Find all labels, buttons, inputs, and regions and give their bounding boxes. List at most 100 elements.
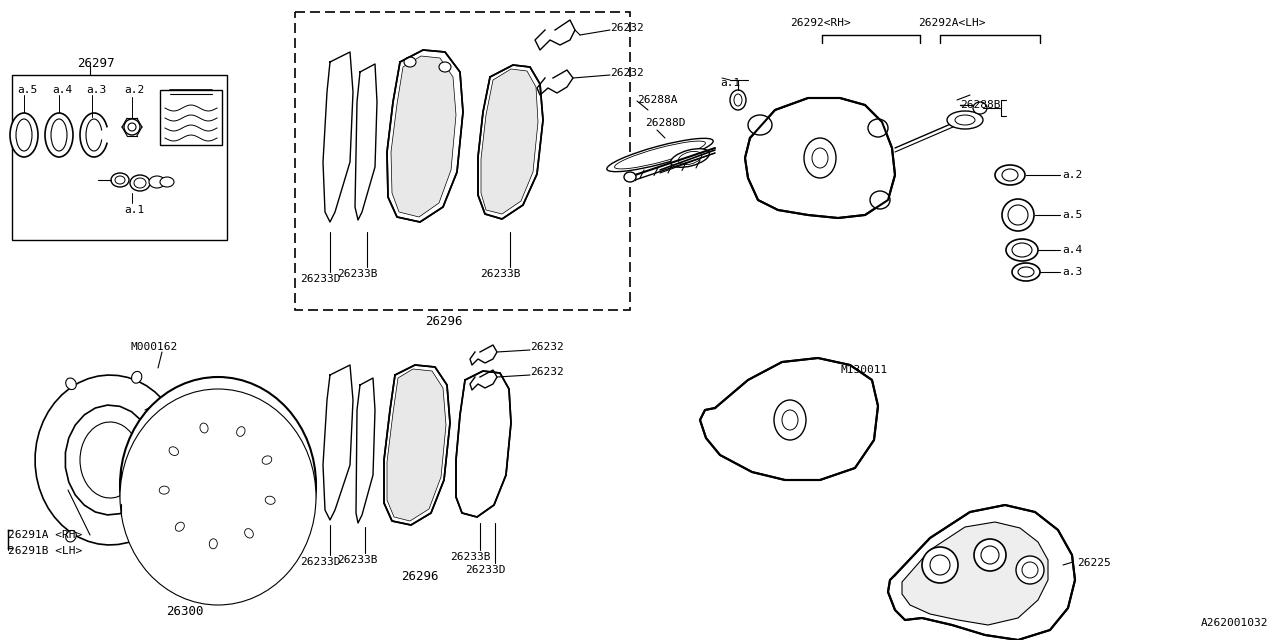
Polygon shape <box>888 505 1075 640</box>
Text: 26232: 26232 <box>530 342 563 352</box>
Ellipse shape <box>1002 169 1018 181</box>
Polygon shape <box>745 98 895 218</box>
Text: a.1: a.1 <box>124 205 145 215</box>
Ellipse shape <box>143 531 155 542</box>
Text: 26291B <LH>: 26291B <LH> <box>8 546 82 556</box>
Ellipse shape <box>748 115 772 135</box>
Ellipse shape <box>206 472 230 498</box>
Text: 26288B: 26288B <box>960 100 1001 110</box>
Ellipse shape <box>10 113 38 157</box>
Ellipse shape <box>861 392 868 398</box>
Polygon shape <box>477 65 543 219</box>
Ellipse shape <box>200 423 209 433</box>
Ellipse shape <box>678 152 701 164</box>
Text: 26292<RH>: 26292<RH> <box>790 18 851 28</box>
Polygon shape <box>384 365 451 525</box>
Polygon shape <box>456 371 511 517</box>
Ellipse shape <box>974 539 1006 571</box>
Text: 26233D: 26233D <box>465 565 506 575</box>
Text: M130011: M130011 <box>840 365 887 375</box>
Text: a.4: a.4 <box>52 85 72 95</box>
Ellipse shape <box>115 176 125 184</box>
Ellipse shape <box>65 378 77 390</box>
Text: 26288D: 26288D <box>645 118 686 128</box>
Ellipse shape <box>45 113 73 157</box>
Text: a.3: a.3 <box>86 85 106 95</box>
Ellipse shape <box>1012 243 1032 257</box>
Ellipse shape <box>858 388 872 402</box>
Ellipse shape <box>244 529 253 538</box>
Ellipse shape <box>160 177 174 187</box>
Ellipse shape <box>955 115 975 125</box>
Ellipse shape <box>1012 263 1039 281</box>
Ellipse shape <box>782 410 797 430</box>
Text: 26292A<LH>: 26292A<LH> <box>918 18 986 28</box>
Text: a.4: a.4 <box>1062 245 1083 255</box>
Ellipse shape <box>237 427 244 436</box>
Ellipse shape <box>931 555 950 575</box>
Text: 26296: 26296 <box>401 570 439 583</box>
Text: 26232: 26232 <box>611 68 644 78</box>
Text: a.1: a.1 <box>721 78 740 88</box>
Ellipse shape <box>995 165 1025 185</box>
Ellipse shape <box>265 496 275 504</box>
Ellipse shape <box>733 94 742 106</box>
Polygon shape <box>481 69 538 214</box>
Ellipse shape <box>614 141 705 169</box>
Ellipse shape <box>120 389 316 605</box>
Ellipse shape <box>65 531 77 542</box>
Ellipse shape <box>146 405 291 565</box>
Ellipse shape <box>947 111 983 129</box>
Ellipse shape <box>922 547 957 583</box>
Ellipse shape <box>134 178 146 188</box>
Bar <box>160 90 221 145</box>
Ellipse shape <box>17 119 32 151</box>
Ellipse shape <box>812 148 828 168</box>
Ellipse shape <box>168 444 180 458</box>
Ellipse shape <box>229 534 241 548</box>
Ellipse shape <box>404 57 416 67</box>
Bar <box>294 12 630 310</box>
Text: 26233B: 26233B <box>480 269 521 279</box>
Text: 26297: 26297 <box>77 57 114 70</box>
Ellipse shape <box>607 138 713 172</box>
Ellipse shape <box>111 173 129 187</box>
Ellipse shape <box>870 191 890 209</box>
Text: 26232: 26232 <box>530 367 563 377</box>
Ellipse shape <box>980 546 998 564</box>
Text: 26233B: 26233B <box>337 555 378 565</box>
Ellipse shape <box>161 396 169 404</box>
Text: a.2: a.2 <box>1062 170 1083 180</box>
Text: a.5: a.5 <box>17 85 37 95</box>
Ellipse shape <box>439 62 451 72</box>
Ellipse shape <box>168 513 180 527</box>
Ellipse shape <box>1006 239 1038 261</box>
Ellipse shape <box>132 371 142 383</box>
Text: 26296: 26296 <box>425 315 462 328</box>
Text: 26232: 26232 <box>611 23 644 33</box>
Ellipse shape <box>671 148 709 167</box>
Ellipse shape <box>1009 205 1028 225</box>
Polygon shape <box>35 375 175 545</box>
Ellipse shape <box>128 123 136 131</box>
Ellipse shape <box>175 522 184 531</box>
Ellipse shape <box>148 176 165 188</box>
Text: a.5: a.5 <box>1062 210 1083 220</box>
Text: 26233B: 26233B <box>337 269 378 279</box>
Ellipse shape <box>1018 267 1034 277</box>
Ellipse shape <box>131 175 150 191</box>
Ellipse shape <box>1021 562 1038 578</box>
Ellipse shape <box>210 539 218 548</box>
Polygon shape <box>387 50 463 222</box>
Ellipse shape <box>730 90 746 110</box>
Text: 26288A: 26288A <box>637 95 677 105</box>
Ellipse shape <box>229 422 241 436</box>
Ellipse shape <box>868 119 888 137</box>
Polygon shape <box>902 522 1048 625</box>
Text: 26233D: 26233D <box>300 557 340 567</box>
Ellipse shape <box>120 377 316 593</box>
Text: 26233B: 26233B <box>451 552 490 562</box>
Ellipse shape <box>1016 556 1044 584</box>
Text: 26291A <RH>: 26291A <RH> <box>8 530 82 540</box>
Ellipse shape <box>169 447 178 456</box>
